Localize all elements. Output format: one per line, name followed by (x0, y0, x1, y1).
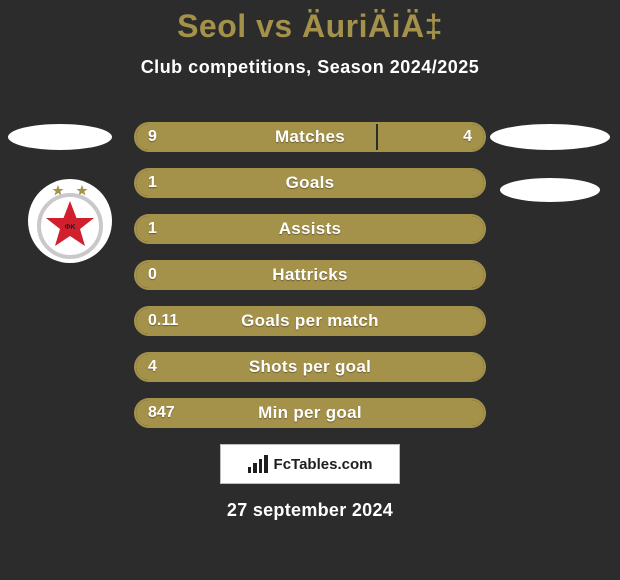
stat-bar-left (136, 170, 484, 196)
stat-row: Goals1 (0, 168, 620, 198)
stat-bar-left (136, 400, 484, 426)
stat-bar-left (136, 124, 376, 150)
stats-block: Matches94 Goals1 Assists1 Hattricks0 Goals p… (0, 122, 620, 444)
stat-row: Hattricks0 (0, 260, 620, 290)
stat-bar-left (136, 216, 484, 242)
fctables-label: FcTables.com (274, 456, 373, 473)
stat-row: Matches94 (0, 122, 620, 152)
stat-bar: Assists1 (134, 214, 486, 244)
stat-row: Goals per match0.11 (0, 306, 620, 336)
stat-bar: Shots per goal4 (134, 352, 486, 382)
stat-bar: Goals per match0.11 (134, 306, 486, 336)
stat-row: Shots per goal4 (0, 352, 620, 382)
stat-bar-left (136, 308, 484, 334)
subtitle: Club competitions, Season 2024/2025 (0, 57, 620, 78)
stat-bar: Goals1 (134, 168, 486, 198)
title: Seol vs ÄuriÄiÄ‡ (0, 0, 620, 45)
stat-bar: Matches94 (134, 122, 486, 152)
stat-row: Assists1 (0, 214, 620, 244)
stat-row: Min per goal847 (0, 398, 620, 428)
fctables-badge: FcTables.com (220, 444, 400, 484)
stat-bar: Hattricks0 (134, 260, 486, 290)
stat-bar-right (376, 124, 484, 150)
stat-bar-left (136, 262, 484, 288)
comparison-card: Seol vs ÄuriÄiÄ‡ Club competitions, Seas… (0, 0, 620, 580)
stat-bar: Min per goal847 (134, 398, 486, 428)
stat-bar-left (136, 354, 484, 380)
date: 27 september 2024 (0, 500, 620, 521)
bar-chart-icon (248, 455, 268, 473)
